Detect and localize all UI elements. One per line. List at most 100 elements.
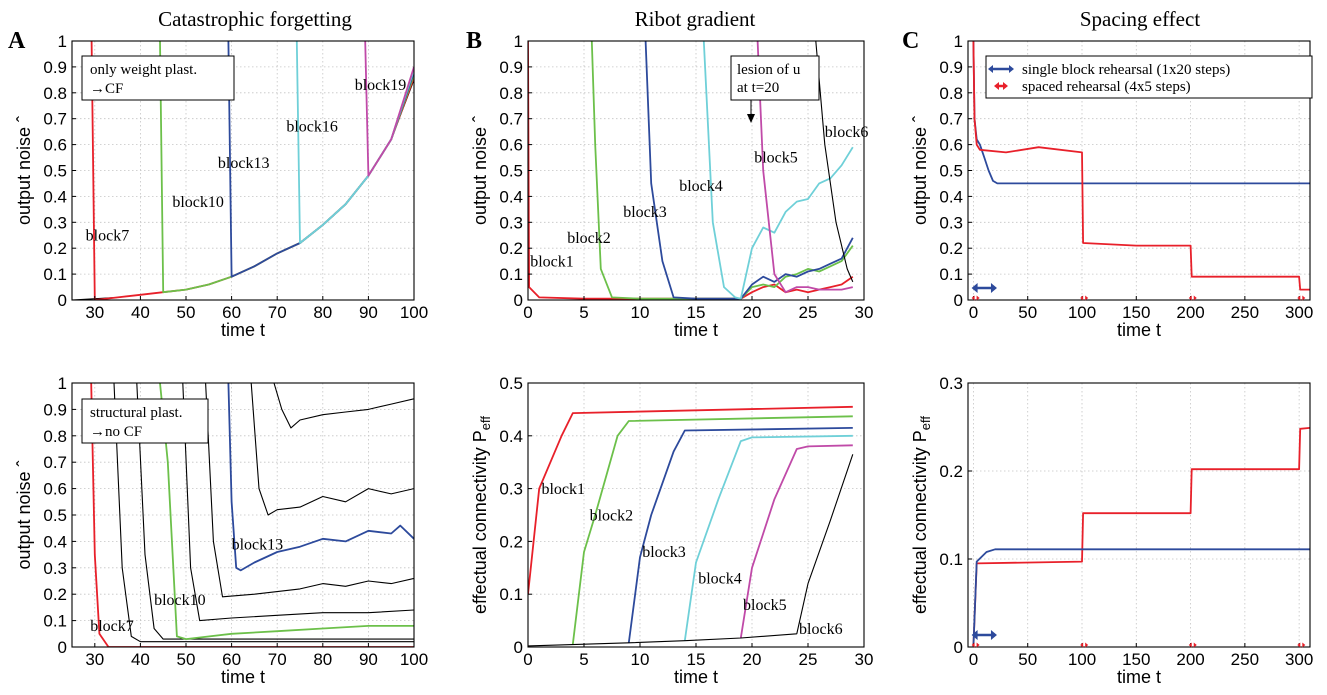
x-tick-label: 0 (523, 303, 532, 322)
y-axis-label: output noise ˆ (14, 116, 34, 225)
x-axis-label: time t (221, 320, 265, 340)
series-group (528, 405, 854, 647)
y-tick-label: 0.9 (939, 58, 963, 77)
y-tick-label: 0.4 (43, 532, 67, 551)
series-line-black (815, 41, 854, 283)
block-annotation: block1 (541, 481, 585, 498)
y-tick-label: 0.8 (499, 84, 523, 103)
series-line-black (250, 383, 414, 516)
block-annotation: block7 (90, 618, 134, 635)
x-tick-label: 15 (687, 650, 706, 669)
x-tick-label: 70 (268, 650, 287, 669)
spaced-block-marker (971, 295, 980, 301)
block-annotation: block4 (698, 571, 742, 588)
x-tick-label: 150 (1122, 303, 1150, 322)
chart-panel-c-top: 0 50 100 150 200 250 300 0 0.1 0.2 0.3 0.4 0.5 0.6 0.7… (910, 32, 1313, 340)
y-tick-label: 0.6 (43, 480, 67, 499)
y-tick-label: 0.5 (499, 162, 523, 181)
x-tick-label: 30 (85, 650, 104, 669)
x-tick-label: 25 (799, 650, 818, 669)
series-line-black (113, 383, 414, 643)
x-axis-label: time t (674, 320, 718, 340)
x-tick-label: 200 (1176, 650, 1204, 669)
panel-letter-c: C (902, 28, 919, 54)
y-tick-label: 0.1 (939, 265, 963, 284)
series-line-blue (627, 427, 853, 643)
x-tick-label: 150 (1122, 650, 1150, 669)
x-tick-label: 30 (855, 650, 874, 669)
series-line-red (90, 383, 414, 647)
y-tick-label: 0 (58, 638, 67, 657)
block-annotation: block5 (754, 150, 798, 167)
y-tick-label: 0.4 (499, 187, 523, 206)
single-block-marker-head (971, 630, 997, 640)
y-tick-label: 0.1 (499, 585, 523, 604)
y-tick-label: 0.2 (43, 585, 67, 604)
x-tick-label: 0 (969, 303, 978, 322)
y-axis-label: effectual connectivity Peff (470, 416, 493, 614)
spaced-block-marker (1188, 642, 1197, 648)
series-line-black (205, 383, 414, 598)
chart-panel-a-bottom: 30 40 50 60 70 80 90 100 0 0.1 0.2 0.3 0.4 0.5 0.6 0.7 0… (14, 374, 428, 687)
lesion-arrow-head (747, 114, 755, 123)
spaced-block-marker (1297, 295, 1306, 301)
y-tick-label: 0 (514, 638, 523, 657)
series-line-magenta (756, 41, 853, 294)
y-tick-label: 0.7 (43, 453, 67, 472)
y-tick-label: 0.1 (43, 612, 67, 631)
block-annotation: block10 (172, 194, 224, 211)
x-tick-label: 60 (222, 303, 241, 322)
x-tick-label: 5 (579, 303, 588, 322)
y-tick-label: 0.2 (43, 239, 67, 258)
x-tick-label: 20 (743, 650, 762, 669)
series-line-green (159, 383, 414, 640)
x-tick-label: 50 (177, 650, 196, 669)
x-axis-label: time t (1117, 667, 1161, 687)
x-tick-label: 90 (359, 303, 378, 322)
block-annotation: block2 (567, 230, 611, 247)
x-tick-label: 10 (631, 650, 650, 669)
legend-entry: single block rehearsal (1x20 steps) (1022, 62, 1230, 78)
x-tick-label: 50 (1018, 303, 1037, 322)
x-tick-label: 10 (631, 303, 650, 322)
series-line-green (590, 41, 854, 300)
block-annotation: block13 (232, 536, 284, 553)
spaced-block-marker (1297, 642, 1306, 648)
y-tick-label: 0.9 (43, 58, 67, 77)
y-tick-label: 0.4 (43, 187, 67, 206)
chart-panels: 30 40 50 60 70 80 90 10000.10.20.30.40.50.60.70… (14, 32, 1313, 687)
y-tick-label: 0.1 (43, 265, 67, 284)
spaced-block-marker (1080, 642, 1089, 648)
block-annotation: block3 (642, 544, 686, 561)
panel-letter-b: B (466, 28, 482, 54)
x-tick-label: 25 (799, 303, 818, 322)
block-annotation: block3 (623, 204, 667, 221)
block-annotation: block13 (218, 155, 270, 172)
series-group (972, 41, 1310, 291)
chart-panel-b-top: 0 5 10 15 20 25 3000.10.20.30.40.50.60.70.80.9… (470, 32, 873, 340)
x-tick-label: 100 (1068, 303, 1096, 322)
y-axis-label-subscript: eff (918, 416, 933, 431)
column-title-b: Ribot gradient (635, 7, 756, 31)
block-annotation: block10 (154, 592, 206, 609)
spaced-block-marker (1080, 295, 1089, 301)
series-group (72, 41, 414, 300)
y-tick-label: 0.3 (43, 559, 67, 578)
y-tick-label: 0.5 (43, 506, 67, 525)
y-tick-label: 0.7 (499, 110, 523, 129)
y-tick-label: 0.8 (939, 84, 963, 103)
y-tick-label: 0.3 (43, 213, 67, 232)
y-tick-label: 0.3 (499, 480, 523, 499)
y-tick-label: 0.6 (499, 136, 523, 155)
x-tick-label: 50 (1018, 650, 1037, 669)
y-tick-label: 0.9 (499, 58, 523, 77)
y-tick-label: 0.1 (499, 265, 523, 284)
legend-box (985, 55, 1313, 99)
x-tick-label: 80 (313, 303, 332, 322)
x-tick-label: 200 (1176, 303, 1204, 322)
x-tick-label: 250 (1231, 650, 1259, 669)
y-axis-label: output noise ˆ (14, 460, 34, 569)
y-tick-label: 0.7 (43, 110, 67, 129)
y-axis-label: effectual connectivity Peff (910, 416, 933, 614)
series-line-blue (227, 383, 414, 572)
